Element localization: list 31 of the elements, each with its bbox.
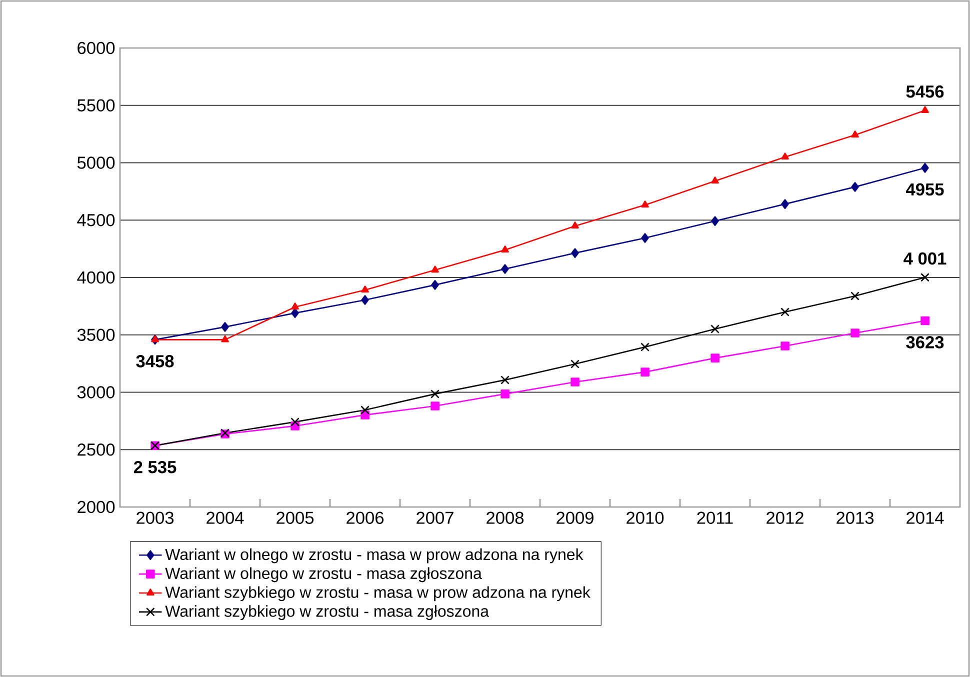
y-tick-label: 6000 [78, 42, 115, 54]
data-label: 3623 [906, 336, 944, 348]
legend-label: Wariant w olnego w zrostu - masa zgłoszona [165, 567, 482, 582]
x-tick-label: 2003 [136, 512, 174, 524]
x-tick-label: 2005 [276, 512, 314, 524]
data-label: 2 535 [134, 460, 176, 474]
legend-label: Wariant szybkiego w zrostu - masa w prow adzona na rynek [165, 586, 590, 602]
x-tick-label: 2014 [906, 512, 944, 524]
x-tick-label: 2008 [486, 512, 524, 524]
y-tick-label: 3500 [77, 328, 115, 341]
y-tick-label: 2500 [78, 443, 115, 456]
legend-label: Wariant w olnego w zrostu - masa w prow adzona na rynek [165, 548, 584, 564]
x-tick-label: 2006 [346, 512, 384, 524]
data-label: 5456 [906, 85, 944, 98]
x-tick-label: 2007 [416, 512, 454, 524]
x-tick-label: 2011 [697, 512, 733, 524]
data-label: 4 001 [904, 252, 946, 265]
x-tick-label: 2009 [556, 512, 594, 524]
y-tick-label: 4000 [77, 271, 115, 284]
y-tick-label: 5000 [77, 156, 115, 169]
y-tick-label: 5500 [77, 99, 115, 112]
x-tick-label: 2013 [836, 512, 874, 524]
y-tick-label: 2000 [78, 500, 115, 514]
x-tick-label: 2012 [766, 512, 804, 524]
data-label: 4955 [906, 183, 944, 196]
x-tick-label: 2010 [626, 512, 664, 524]
legend-label: Wariant szybkiego w zrostu - masa zgłoszona [165, 605, 490, 620]
y-tick-label: 3000 [77, 386, 115, 398]
data-label: 3458 [136, 355, 174, 368]
x-tick-label: 2004 [206, 512, 244, 524]
y-tick-label: 4500 [77, 214, 115, 226]
